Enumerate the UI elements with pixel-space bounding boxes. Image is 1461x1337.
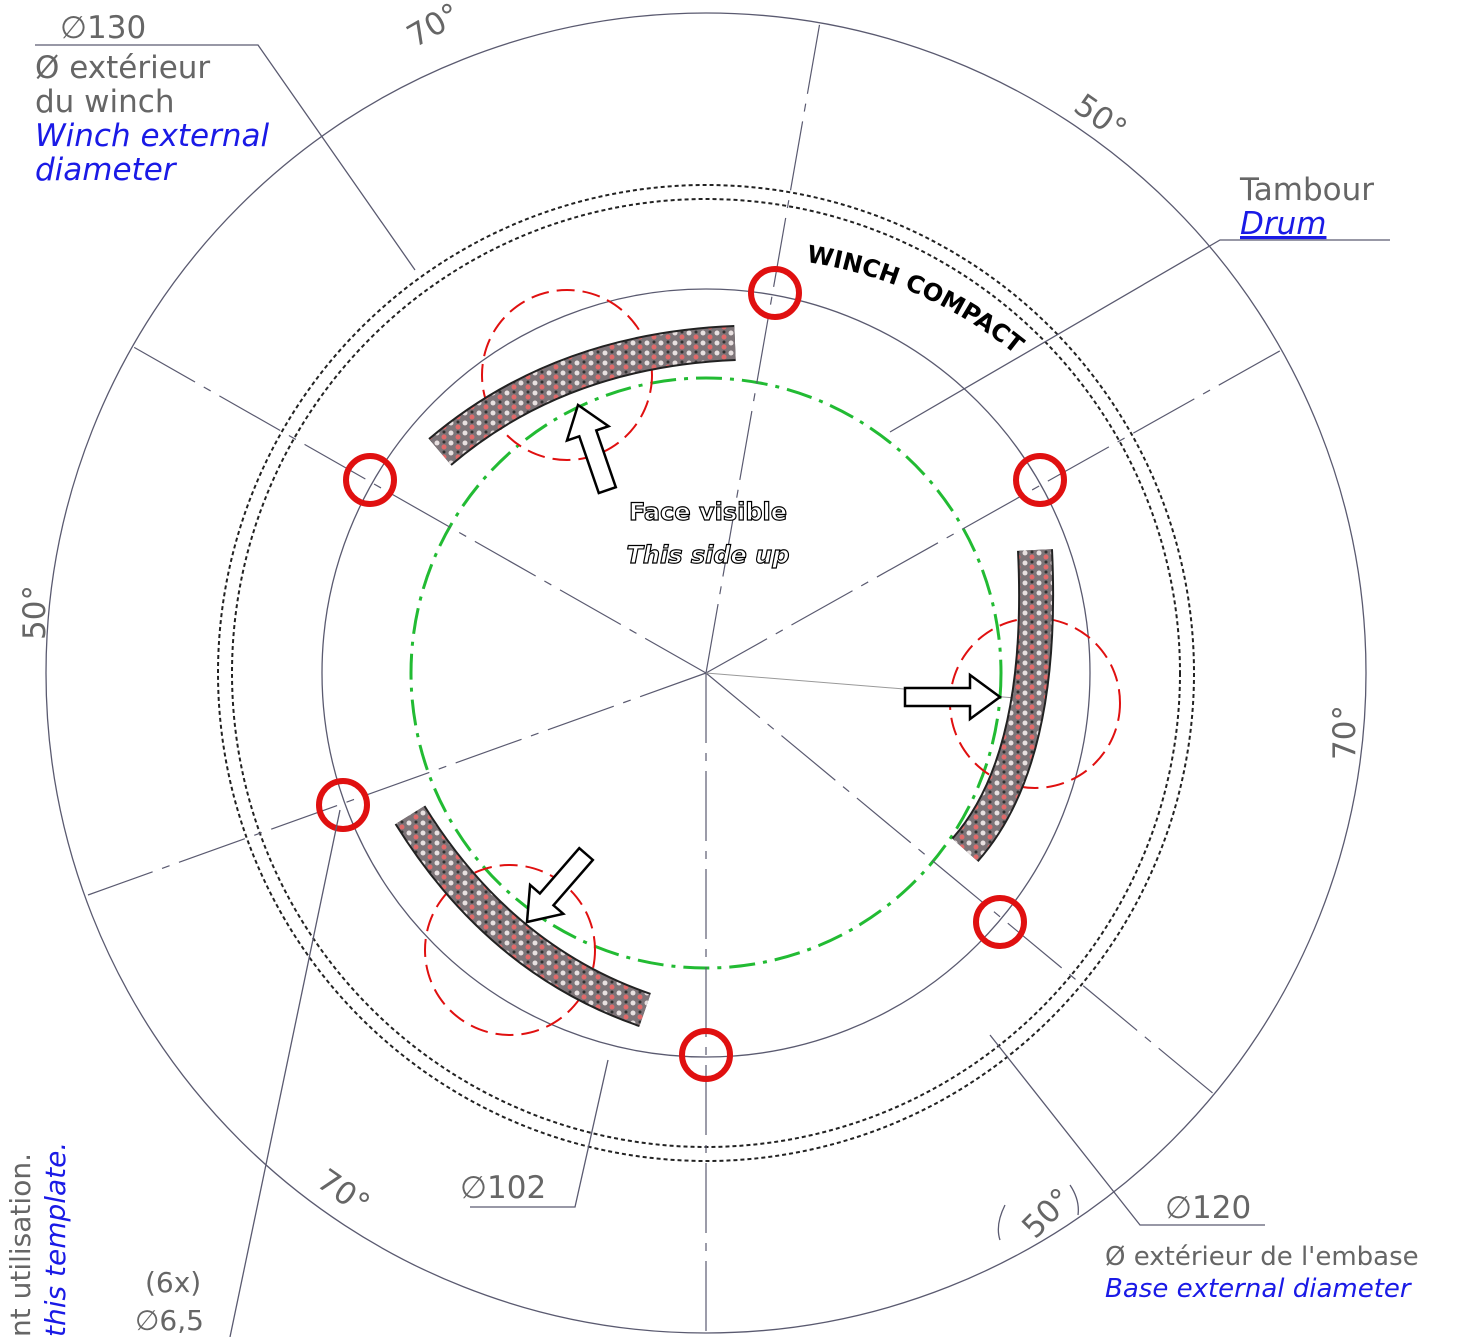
drum-label-fr: Tambour [1239,172,1374,208]
angle-label: 70° [401,0,467,55]
angle-label: 50° [1015,1181,1079,1245]
geometry [35,13,1390,1337]
base-label-en: Base external diameter [1105,1274,1413,1304]
orientation-fr: Face visible [629,498,787,526]
brand: WINCH COMPACT [805,240,1030,359]
angle-label: 50° [1067,87,1133,148]
side-note-en: this template. [39,1142,72,1337]
outer-label-en: diameter [35,152,178,188]
brand-text: WINCH COMPACT [805,240,1030,359]
base-dimension: ∅120 [1165,1190,1251,1226]
outer-label-fr: Ø extérieur [35,50,210,86]
outer-dimension: ∅130 [60,10,146,46]
holes-count: (6x) [145,1266,201,1299]
angle-label: 50° [17,585,53,640]
angle-label: 70° [310,1162,376,1223]
drawing: ∅130 Ø extérieur du winch Winch external… [0,0,1461,1337]
outer-label-en: Winch external [35,118,269,154]
orientation-en: This side up [627,541,790,569]
inner-dimension: ∅102 [460,1170,546,1206]
side-note-fr: nt utilisation. [4,1153,37,1337]
base-label-fr: Ø extérieur de l'embase [1105,1242,1419,1272]
drum-label-en: Drum [1240,206,1326,242]
outer-label-fr: du winch [35,84,175,120]
angle-label: 70° [1327,705,1363,760]
holes-dimension: ∅6,5 [135,1304,204,1337]
